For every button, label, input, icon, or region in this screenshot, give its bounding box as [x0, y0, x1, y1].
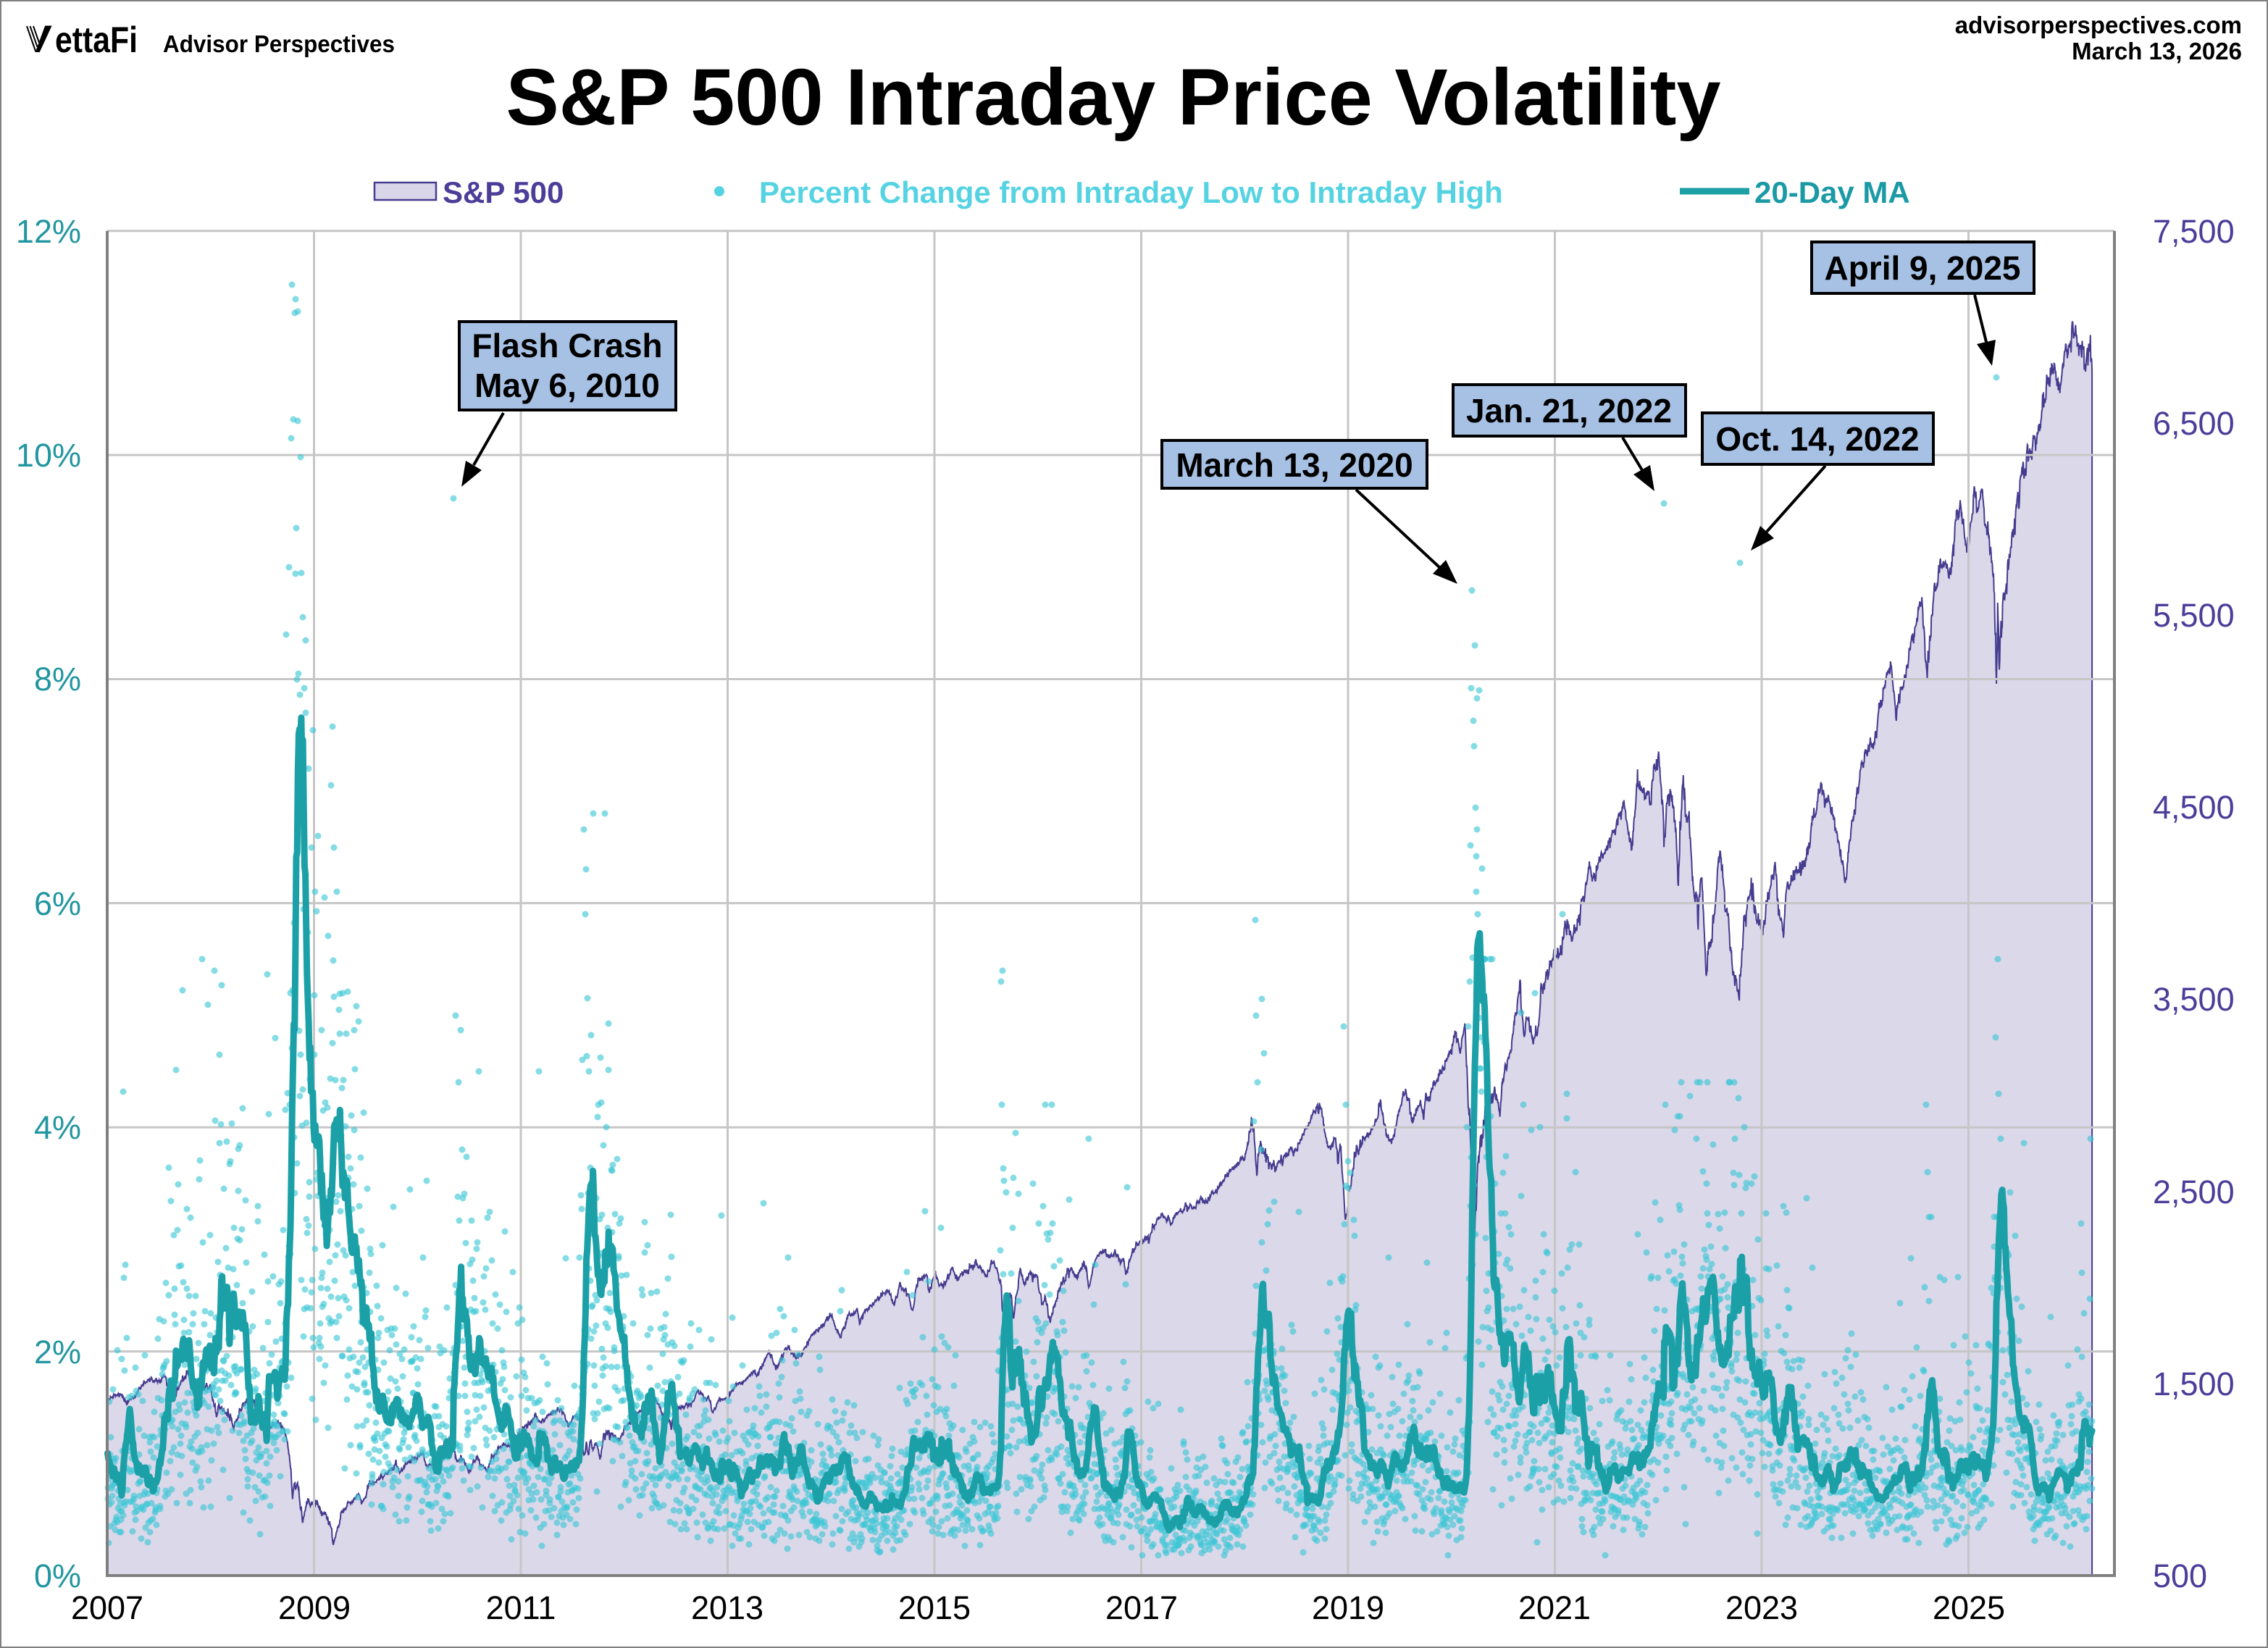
svg-text:500: 500 — [2153, 1557, 2207, 1594]
svg-text:Flash Crash: Flash Crash — [472, 327, 662, 364]
svg-text:1,500: 1,500 — [2153, 1365, 2235, 1402]
svg-text:8%: 8% — [34, 661, 81, 698]
svg-text:April 9, 2025: April 9, 2025 — [1824, 249, 2020, 287]
svg-text:ettaFi: ettaFi — [55, 20, 138, 60]
svg-text:2,500: 2,500 — [2153, 1174, 2235, 1210]
svg-text:2007: 2007 — [71, 1589, 143, 1626]
svg-text:Advisor Perspectives: Advisor Perspectives — [163, 30, 395, 57]
svg-text:2017: 2017 — [1105, 1589, 1178, 1626]
svg-text:2013: 2013 — [691, 1589, 763, 1626]
svg-text:2021: 2021 — [1518, 1589, 1591, 1626]
svg-text:2019: 2019 — [1312, 1589, 1384, 1626]
svg-text:3,500: 3,500 — [2153, 981, 2235, 1018]
svg-text:2011: 2011 — [486, 1589, 556, 1626]
svg-text:2015: 2015 — [898, 1589, 971, 1626]
svg-text:20-Day MA: 20-Day MA — [1754, 175, 1910, 209]
svg-text:6,500: 6,500 — [2153, 405, 2235, 442]
svg-text:5,500: 5,500 — [2153, 597, 2235, 634]
svg-text:March 13, 2026: March 13, 2026 — [2072, 38, 2242, 64]
svg-text:Jan. 21, 2022: Jan. 21, 2022 — [1466, 392, 1672, 430]
svg-text:4,500: 4,500 — [2153, 789, 2235, 826]
svg-text:2009: 2009 — [278, 1589, 351, 1626]
svg-text:2%: 2% — [34, 1334, 81, 1371]
svg-text:6%: 6% — [34, 885, 81, 922]
svg-text:Oct. 14, 2022: Oct. 14, 2022 — [1715, 420, 1919, 458]
svg-text:2023: 2023 — [1725, 1589, 1798, 1626]
svg-text:Percent Change from Intraday L: Percent Change from Intraday Low to Intr… — [759, 175, 1503, 209]
svg-text:March 13, 2020: March 13, 2020 — [1176, 446, 1413, 484]
svg-text:S&P 500: S&P 500 — [443, 175, 564, 209]
svg-text:May 6, 2010: May 6, 2010 — [474, 367, 660, 404]
svg-text:2025: 2025 — [1933, 1589, 2005, 1626]
svg-text:4%: 4% — [34, 1109, 81, 1146]
svg-text:S&P 500 Intraday Price Volatil: S&P 500 Intraday Price Volatility — [506, 53, 1720, 142]
svg-text:10%: 10% — [16, 437, 81, 474]
svg-text:7,500: 7,500 — [2153, 213, 2235, 250]
svg-text:12%: 12% — [16, 213, 81, 250]
svg-text:advisorperspectives.com: advisorperspectives.com — [1955, 12, 2242, 38]
